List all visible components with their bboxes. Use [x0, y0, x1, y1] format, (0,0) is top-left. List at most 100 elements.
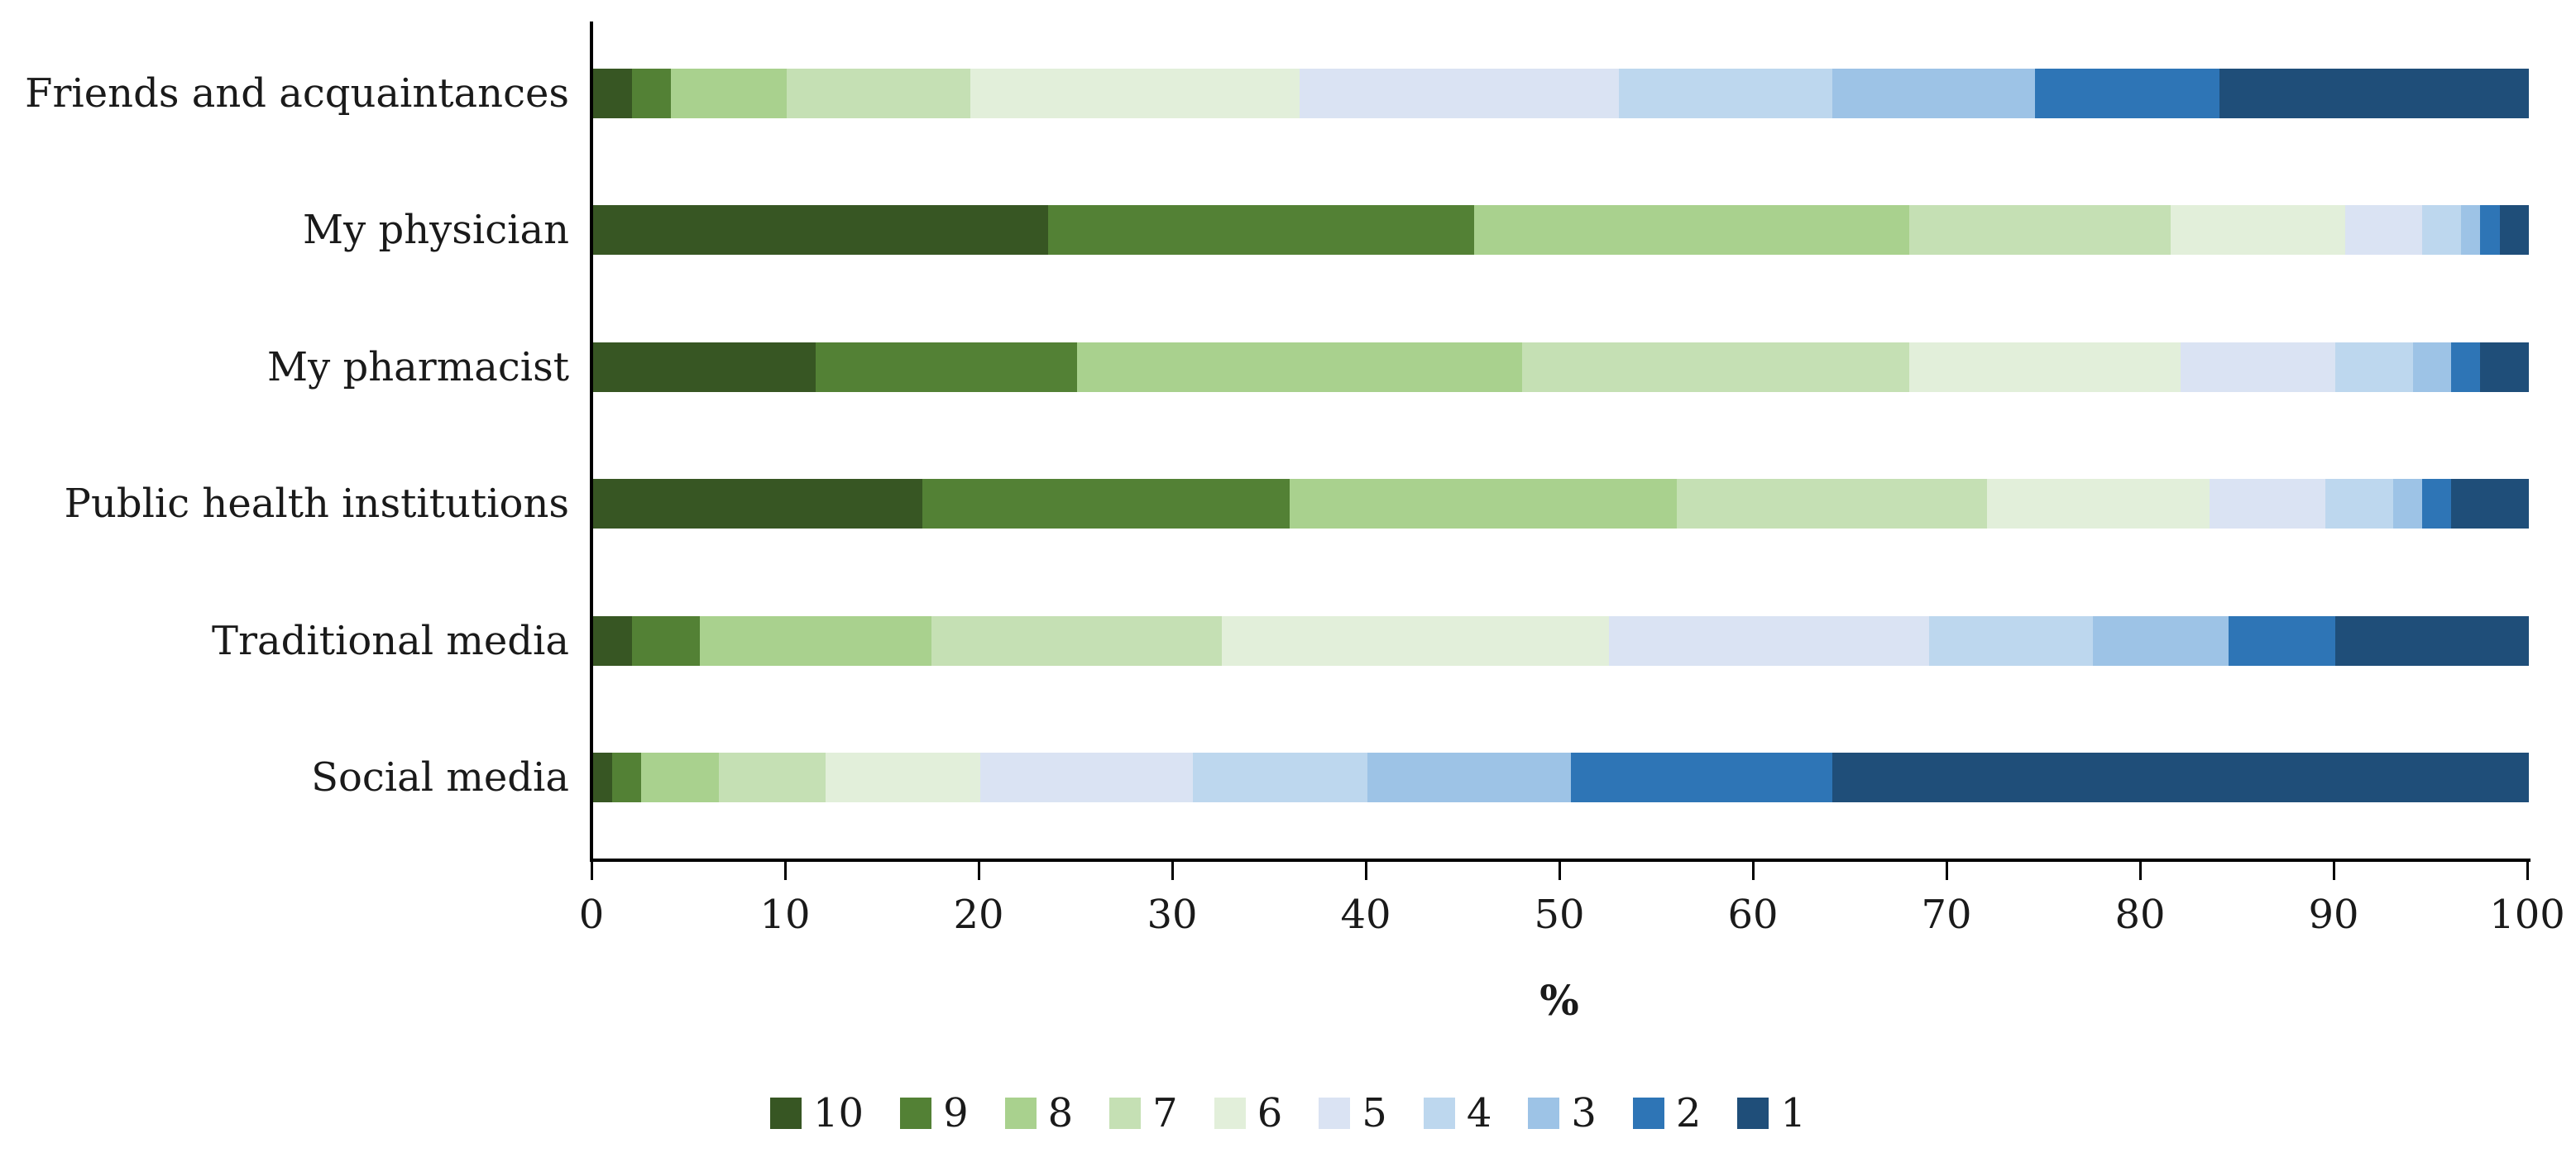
legend-item-2: 2	[1632, 1090, 1702, 1136]
legend-swatch	[1423, 1098, 1455, 1129]
x-tick	[1364, 862, 1367, 880]
x-tick-label: 80	[2114, 892, 2166, 938]
legend: 10 9 8 7 6 5 4 3 2 1	[0, 1090, 2576, 1136]
bar-segment-rating-1	[2219, 69, 2529, 118]
bar-segment-rating-6	[1986, 479, 2210, 529]
bar-segment-rating-9	[612, 753, 642, 802]
bar-segment-rating-3	[2393, 479, 2423, 529]
bar-segment-rating-7	[719, 753, 826, 802]
bar-segment-rating-10	[593, 205, 1048, 255]
legend-label: 10	[813, 1090, 864, 1136]
bar-segment-rating-8	[641, 753, 720, 802]
bar-segment-rating-7	[931, 616, 1223, 666]
legend-item-10: 10	[770, 1090, 864, 1136]
bar-segment-rating-7	[1677, 479, 1987, 529]
bar-segment-rating-3	[2093, 616, 2229, 666]
category-label: My physician	[302, 207, 569, 253]
bar-segment-rating-7	[1522, 342, 1910, 392]
bar-segment-rating-6	[970, 69, 1300, 118]
bar-segment-rating-2	[2229, 616, 2335, 666]
bar-segment-rating-4	[2325, 479, 2394, 529]
legend-swatch	[1737, 1098, 1769, 1129]
bar-segment-rating-6	[1909, 342, 2181, 392]
legend-label: 6	[1257, 1090, 1283, 1136]
bar-segment-rating-10	[593, 342, 816, 392]
legend-swatch	[1214, 1098, 1246, 1129]
stacked-bar	[593, 616, 2529, 666]
legend-swatch	[1319, 1098, 1351, 1129]
category-label: Traditional media	[212, 618, 569, 664]
legend-item-7: 7	[1109, 1090, 1178, 1136]
bar-segment-rating-3	[2461, 205, 2481, 255]
x-tick	[1751, 862, 1755, 880]
bar-segment-rating-2	[2422, 479, 2452, 529]
legend-label: 9	[943, 1090, 969, 1136]
category-label: My pharmacist	[266, 344, 569, 390]
bar-segment-rating-9	[631, 69, 671, 118]
x-tick-label: 20	[953, 892, 1004, 938]
bar-segment-rating-3	[1831, 69, 2036, 118]
bar-segment-rating-10	[593, 479, 922, 529]
bar-segment-rating-8	[1076, 342, 1523, 392]
bar-segment-rating-9	[816, 342, 1077, 392]
bar-segment-rating-1	[2499, 205, 2529, 255]
bar-segment-rating-8	[670, 69, 787, 118]
legend-label: 2	[1675, 1090, 1702, 1136]
x-tick-label: 70	[1921, 892, 1972, 938]
legend-label: 7	[1152, 1090, 1178, 1136]
x-tick	[1558, 862, 1561, 880]
x-tick	[783, 862, 787, 880]
x-tick-label: 60	[1727, 892, 1779, 938]
bar-segment-rating-9	[1047, 205, 1474, 255]
legend-item-3: 3	[1528, 1090, 1597, 1136]
bar-segment-rating-4	[2422, 205, 2462, 255]
x-tick	[977, 862, 980, 880]
bar-segment-rating-7	[1909, 205, 2171, 255]
x-tick	[1945, 862, 1948, 880]
bar-segment-rating-5	[2209, 479, 2326, 529]
legend-item-5: 5	[1319, 1090, 1387, 1136]
bar-segment-rating-10	[593, 616, 632, 666]
bar-segment-rating-5	[2344, 205, 2423, 255]
x-axis-title: %	[1539, 976, 1579, 1025]
bar-segment-rating-2	[2451, 342, 2481, 392]
legend-label: 1	[1780, 1090, 1806, 1136]
bar-segment-rating-1	[2480, 342, 2529, 392]
stacked-bar	[593, 69, 2529, 118]
category-label: Friends and acquaintances	[25, 70, 569, 117]
x-tick	[2138, 862, 2142, 880]
bar-segment-rating-7	[786, 69, 971, 118]
legend-item-8: 8	[1004, 1090, 1074, 1136]
legend-swatch	[1109, 1098, 1142, 1129]
bar-segment-rating-2	[2480, 205, 2500, 255]
bar-segment-rating-3	[2412, 342, 2452, 392]
bar-segment-rating-8	[699, 616, 932, 666]
bar-segment-rating-5	[1609, 616, 1929, 666]
bar-segment-rating-6	[1222, 616, 1610, 666]
bar-segment-rating-5	[2180, 342, 2335, 392]
legend-item-4: 4	[1423, 1090, 1492, 1136]
bar-segment-rating-3	[1367, 753, 1571, 802]
category-label: Social media	[311, 754, 569, 801]
bar-segment-rating-6	[825, 753, 980, 802]
legend-item-9: 9	[900, 1090, 969, 1136]
x-axis-line	[590, 859, 2531, 862]
legend-item-1: 1	[1737, 1090, 1806, 1136]
bar-segment-rating-2	[2035, 69, 2219, 118]
bar-segment-rating-4	[1193, 753, 1367, 802]
bar-segment-rating-1	[2334, 616, 2529, 666]
x-tick-label: 100	[2489, 892, 2565, 938]
legend-swatch	[770, 1098, 802, 1129]
stacked-bar	[593, 479, 2529, 529]
legend-label: 4	[1466, 1090, 1492, 1136]
legend-label: 8	[1047, 1090, 1074, 1136]
x-tick-label: 10	[759, 892, 811, 938]
stacked-bar	[593, 342, 2529, 392]
stacked-bar	[593, 205, 2529, 255]
bar-segment-rating-8	[1473, 205, 1910, 255]
bar-segment-rating-10	[593, 69, 632, 118]
x-tick-label: 50	[1534, 892, 1585, 938]
legend-label: 5	[1362, 1090, 1387, 1136]
bar-segment-rating-4	[1619, 69, 1832, 118]
